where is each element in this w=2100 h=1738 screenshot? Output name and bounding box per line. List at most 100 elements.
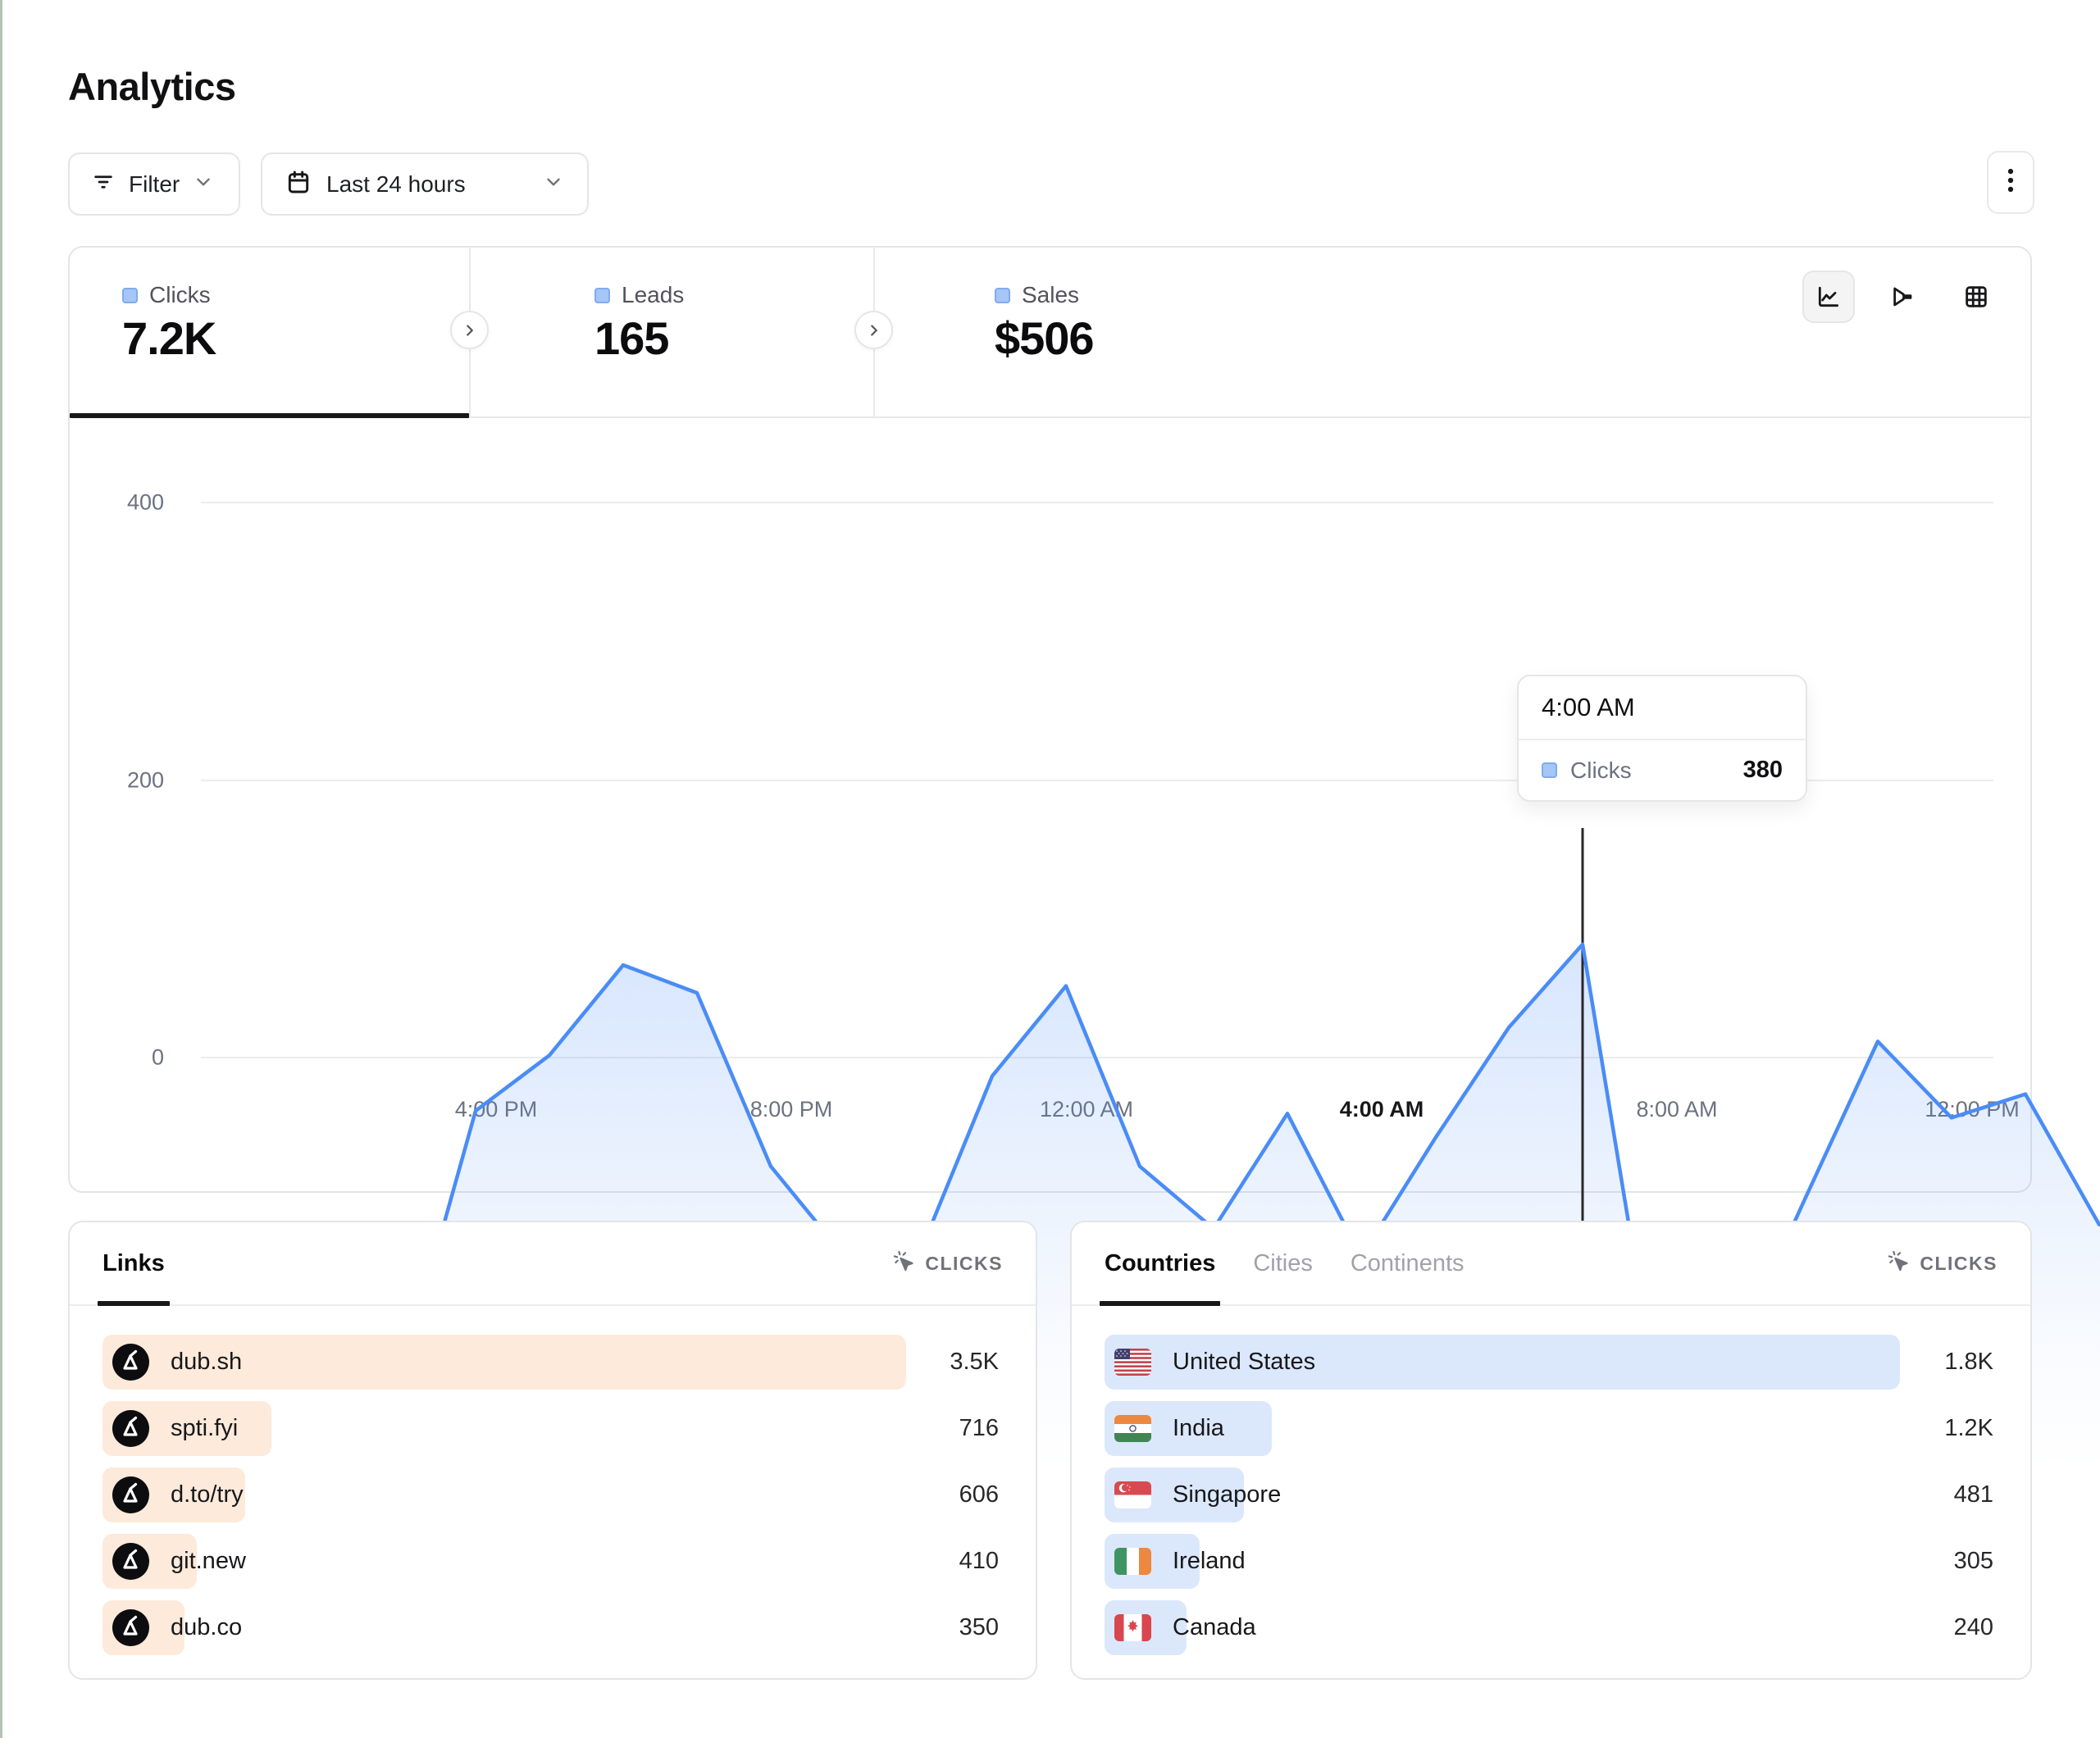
tooltip-value: 380 <box>1742 757 1783 783</box>
flag-us-icon <box>1114 1349 1151 1376</box>
leads-legend-icon <box>594 287 610 303</box>
table-view-button[interactable] <box>1950 271 2002 323</box>
tooltip-series-label: Clicks <box>1570 757 1632 783</box>
x-axis-tick-label: 8:00 AM <box>1636 1097 1718 1122</box>
value-bar <box>102 1335 906 1390</box>
geo-metric-label: CLICKS <box>1920 1252 1998 1274</box>
row-value: 3.5K <box>950 1349 999 1375</box>
active-tab-underline <box>70 413 469 418</box>
dub-logo-icon <box>112 1410 149 1447</box>
y-axis-tick-label: 400 <box>126 489 164 515</box>
tab-clicks[interactable]: Clicks 7.2K <box>70 248 469 418</box>
row-value: 1.8K <box>1944 1349 1993 1375</box>
y-axis-tick-label: 200 <box>126 767 164 792</box>
page-title: Analytics <box>68 65 236 108</box>
row-label: d.to/try <box>171 1481 244 1508</box>
row-value: 481 <box>1953 1481 1993 1508</box>
tab-links[interactable]: Links <box>98 1222 170 1306</box>
filter-button[interactable]: Filter <box>68 152 240 216</box>
calendar-icon <box>285 169 312 199</box>
leads-value: 165 <box>594 312 669 364</box>
country-row[interactable]: Ireland 305 <box>1072 1528 2030 1595</box>
flag-in-icon <box>1114 1415 1151 1442</box>
expand-clicks-button[interactable] <box>450 311 489 349</box>
row-value: 305 <box>1953 1548 1993 1574</box>
funnel-view-button[interactable] <box>1876 271 1929 323</box>
chevron-down-icon <box>543 171 564 197</box>
row-value: 350 <box>959 1614 999 1640</box>
dub-logo-icon <box>112 1609 149 1646</box>
window-edge-divider <box>0 0 2 1738</box>
clicks-value: 7.2K <box>122 312 216 364</box>
stats-header: Clicks 7.2K Leads 165 Sales $506 <box>70 248 2030 418</box>
dub-logo-icon <box>112 1344 149 1381</box>
leads-tab-label: Leads <box>622 282 685 307</box>
row-value: 716 <box>959 1415 999 1441</box>
sales-tab-label: Sales <box>1022 282 1080 307</box>
sales-value: $506 <box>995 312 1095 364</box>
row-value: 240 <box>1953 1614 1993 1640</box>
tab-sales[interactable]: Sales $506 <box>875 248 1367 416</box>
clicks-line-series <box>402 942 2100 1394</box>
geo-metric-selector[interactable]: CLICKS <box>1887 1249 1998 1277</box>
dub-logo-icon <box>112 1543 149 1580</box>
link-row[interactable]: spti.fyi 716 <box>70 1395 1036 1462</box>
row-label: Ireland <box>1173 1548 1246 1574</box>
link-row[interactable]: dub.sh 3.5K <box>70 1329 1036 1395</box>
row-label: dub.co <box>171 1614 243 1640</box>
tab-countries[interactable]: Countries <box>1099 1222 1221 1306</box>
countries-panel: Countries Cities Continents CLICKS United … <box>1070 1221 2032 1680</box>
country-row[interactable]: United States 1.8K <box>1072 1329 2030 1395</box>
dub-logo-icon <box>112 1476 149 1513</box>
filter-icon <box>91 170 116 198</box>
row-label: United States <box>1173 1349 1316 1375</box>
y-gridline <box>201 779 1993 781</box>
clicks-tab-label: Clicks <box>149 282 211 307</box>
chart-tooltip: 4:00 AM Clicks 380 <box>1517 675 1807 802</box>
links-metric-label: CLICKS <box>925 1252 1003 1274</box>
country-row[interactable]: Singapore 481 <box>1072 1462 2030 1528</box>
link-row[interactable]: git.new 410 <box>70 1528 1036 1595</box>
row-label: Singapore <box>1173 1481 1282 1508</box>
country-row[interactable]: India 1.2K <box>1072 1395 2030 1462</box>
y-axis-tick-label: 0 <box>151 1044 164 1070</box>
tab-leads[interactable]: Leads 165 <box>471 248 873 416</box>
clicks-legend-icon <box>1542 762 1557 778</box>
tooltip-time: 4:00 AM <box>1519 676 1806 740</box>
value-bar <box>1105 1335 1900 1390</box>
cursor-click-icon <box>892 1249 915 1277</box>
link-row[interactable]: d.to/try 606 <box>70 1462 1036 1528</box>
row-value: 1.2K <box>1944 1415 1993 1441</box>
chart-view-switcher <box>1802 271 2002 323</box>
links-tab-label: Links <box>102 1249 165 1276</box>
links-metric-selector[interactable]: CLICKS <box>892 1249 1003 1277</box>
flag-ca-icon <box>1114 1614 1151 1641</box>
filter-button-label: Filter <box>129 171 180 197</box>
row-value: 410 <box>959 1548 999 1574</box>
tab-continents[interactable]: Continents <box>1350 1249 1465 1276</box>
date-range-label: Last 24 hours <box>326 171 466 197</box>
row-label: dub.sh <box>171 1349 243 1375</box>
clicks-legend-icon <box>122 287 138 303</box>
line-chart-view-button[interactable] <box>1802 271 1855 323</box>
x-axis-tick-label: 8:00 PM <box>749 1097 833 1122</box>
country-row[interactable]: Canada 240 <box>1072 1595 2030 1661</box>
sales-legend-icon <box>995 287 1010 303</box>
flag-ie-icon <box>1114 1548 1151 1575</box>
kebab-menu-icon <box>1998 166 2023 198</box>
tab-cities[interactable]: Cities <box>1253 1249 1313 1276</box>
row-label: Canada <box>1173 1614 1256 1640</box>
x-axis-tick-label: 4:00 AM <box>1339 1097 1424 1122</box>
row-value: 606 <box>959 1481 999 1508</box>
expand-leads-button[interactable] <box>854 311 893 349</box>
row-label: India <box>1173 1415 1224 1441</box>
link-row[interactable]: dub.co 350 <box>70 1595 1036 1661</box>
row-label: spti.fyi <box>171 1415 239 1441</box>
chevron-down-icon <box>193 171 214 197</box>
more-options-button[interactable] <box>1987 151 2034 214</box>
cursor-click-icon <box>1887 1249 1910 1277</box>
date-range-picker[interactable]: Last 24 hours <box>261 152 589 216</box>
links-panel: Links CLICKS dub.sh 3.5K spti.fyi 716 d.to/t… <box>68 1221 1037 1680</box>
row-label: git.new <box>171 1548 246 1574</box>
